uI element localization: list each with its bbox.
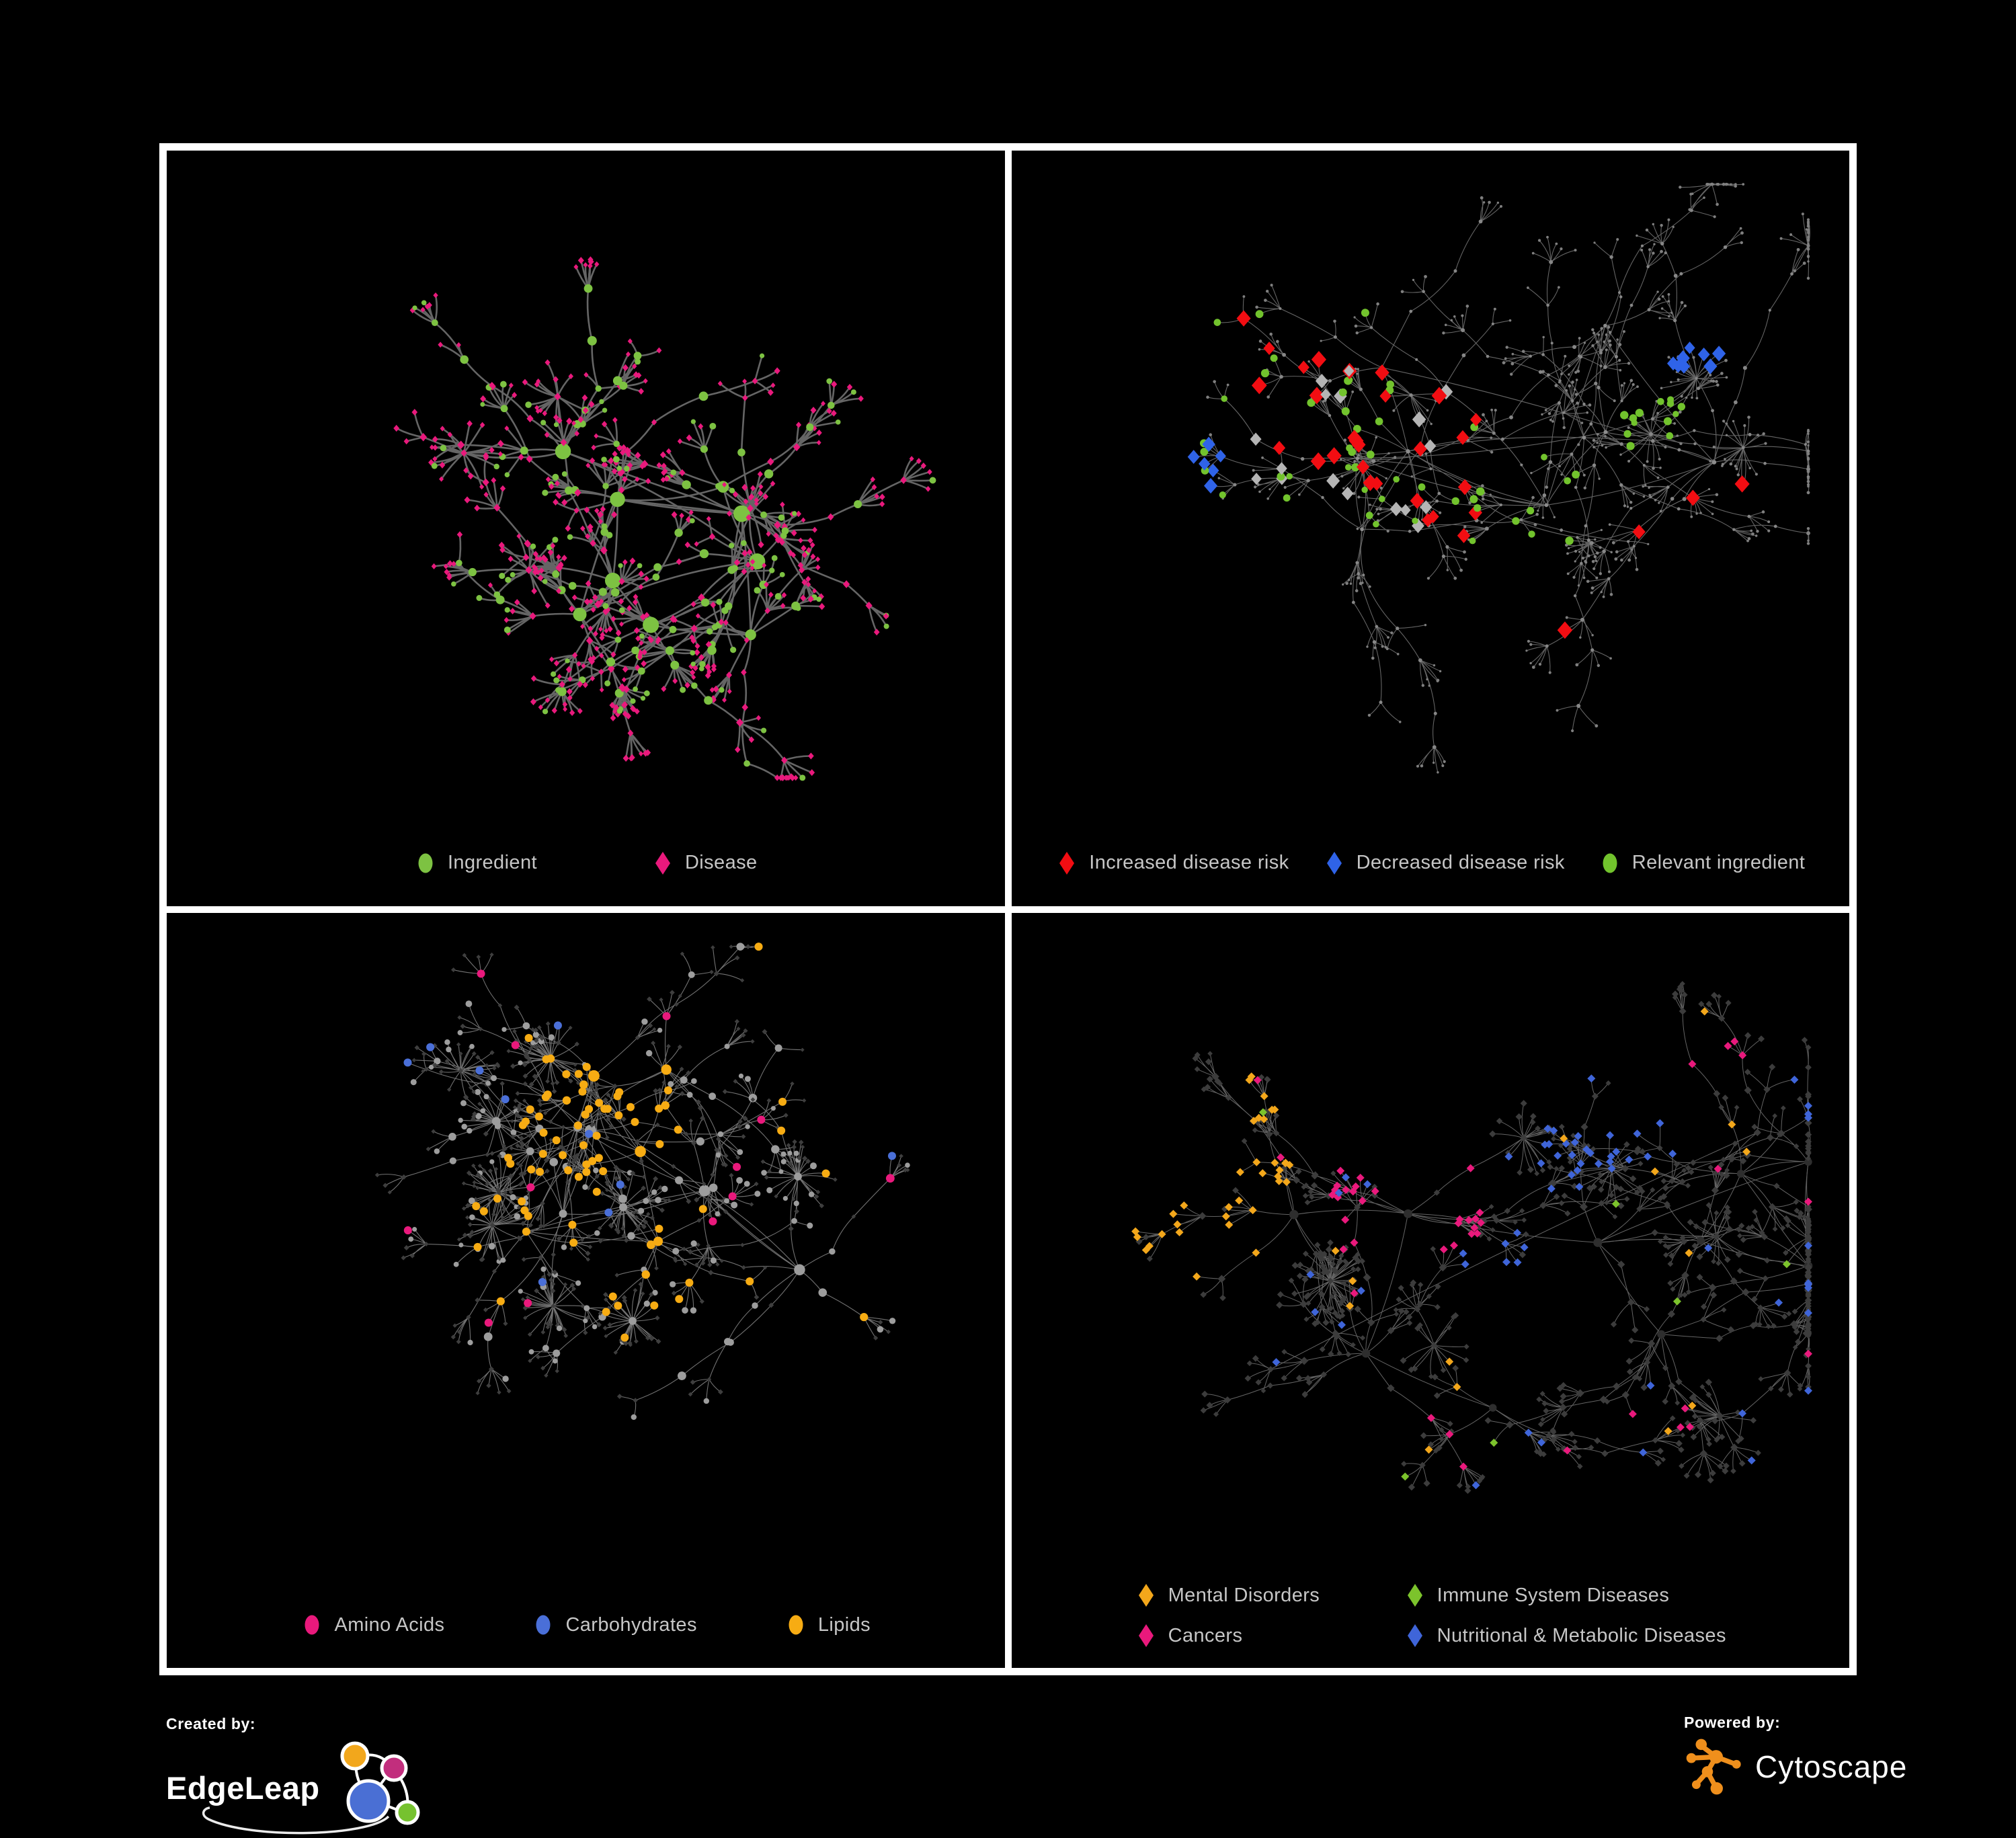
edgeleap-node-orange bbox=[340, 1741, 370, 1771]
panel-disease-risk: Increased disease risk Decreased disease … bbox=[1011, 151, 1850, 906]
cytoscape-wordmark: Cytoscape bbox=[1755, 1749, 1908, 1784]
legend-item-immune-system-diseases: Immune System Diseases bbox=[1404, 1581, 1726, 1610]
edgeleap-node-magenta bbox=[380, 1754, 408, 1782]
circle-legend-marker bbox=[536, 1615, 551, 1635]
panel-ingredient-disease: Ingredient Disease bbox=[167, 151, 1005, 906]
legend-label: Lipids bbox=[817, 1613, 871, 1636]
cytoscape-glyph-nodes bbox=[1686, 1739, 1741, 1795]
legend-item-cancers: Cancers bbox=[1135, 1621, 1404, 1650]
diamond-legend-marker bbox=[1138, 1584, 1154, 1607]
legend-item-lipids: Lipids bbox=[784, 1610, 871, 1640]
legend-item-amino-acids: Amino Acids bbox=[300, 1610, 444, 1640]
legend-item-relevant-ingredient: Relevant ingredient bbox=[1599, 848, 1805, 878]
panel-nutrient-classes: Amino Acids Carbohydrates Lipids bbox=[167, 912, 1005, 1668]
edgeleap-node-green bbox=[395, 1800, 420, 1825]
circle-legend-marker bbox=[1603, 853, 1617, 873]
network-graph-disease-categories bbox=[1131, 980, 1812, 1494]
legend-ingredient-disease: Ingredient Disease bbox=[167, 848, 1005, 878]
circle-legend-marker bbox=[305, 1615, 319, 1635]
legend-item-decreased-disease-risk: Decreased disease risk bbox=[1323, 848, 1565, 878]
legend-label: Mental Disorders bbox=[1168, 1584, 1320, 1606]
legend-label: Ingredient bbox=[447, 852, 537, 873]
legend-nutrient-classes: Amino Acids Carbohydrates Lipids bbox=[167, 1610, 1005, 1640]
network-graph-ingredient-disease bbox=[393, 256, 936, 782]
panel-disease-categories: Mental Disorders Immune System Diseases Ca… bbox=[1011, 912, 1850, 1668]
legend-disease-risk: Increased disease risk Decreased disease … bbox=[1012, 848, 1850, 878]
legend-label: Immune System Diseases bbox=[1437, 1584, 1670, 1606]
edgeleap-wordmark: EdgeLeap bbox=[166, 1769, 320, 1806]
legend-label: Disease bbox=[684, 852, 758, 873]
legend-item-ingredient: Ingredient bbox=[414, 848, 537, 878]
legend-item-nutritional-metabolic-diseases: Nutritional & Metabolic Diseases bbox=[1404, 1621, 1726, 1650]
cytoscape-logo-icon bbox=[1686, 1739, 1741, 1795]
panel-grid: Ingredient Disease Increased disease risk… bbox=[159, 143, 1857, 1675]
powered-by-label: Powered by: bbox=[1684, 1714, 1781, 1731]
circle-legend-marker bbox=[418, 853, 433, 873]
cytoscape-credit: Powered by: Cytoscape bbox=[1684, 1714, 1907, 1798]
diamond-legend-marker bbox=[1059, 851, 1075, 875]
diamond-legend-marker bbox=[1138, 1624, 1154, 1647]
legend-label: Decreased disease risk bbox=[1356, 852, 1565, 873]
legend-label: Carbohydrates bbox=[565, 1613, 697, 1636]
diamond-legend-marker bbox=[1407, 1624, 1422, 1647]
legend-label: Amino Acids bbox=[334, 1613, 445, 1636]
legend-item-increased-disease-risk: Increased disease risk bbox=[1055, 848, 1289, 878]
legend-item-disease: Disease bbox=[651, 848, 758, 878]
legend-label: Relevant ingredient bbox=[1631, 852, 1806, 873]
legend-item-mental-disorders: Mental Disorders bbox=[1135, 1581, 1404, 1610]
diamond-legend-marker bbox=[655, 851, 670, 875]
diamond-legend-marker bbox=[1326, 851, 1342, 875]
network-graph-disease-risk bbox=[1187, 182, 1810, 774]
circle-legend-marker bbox=[789, 1615, 803, 1635]
edgeleap-logo-icon bbox=[202, 1741, 420, 1835]
legend-disease-categories: Mental Disorders Immune System Diseases Ca… bbox=[1012, 1581, 1850, 1650]
edgeleap-node-blue bbox=[346, 1779, 391, 1823]
network-graph-nutrient-classes bbox=[374, 942, 910, 1420]
legend-label: Cancers bbox=[1168, 1624, 1243, 1646]
diamond-legend-marker bbox=[1407, 1584, 1422, 1607]
legend-label: Increased disease risk bbox=[1089, 852, 1289, 873]
created-by-label: Created by: bbox=[166, 1715, 256, 1732]
legend-item-carbohydrates: Carbohydrates bbox=[532, 1610, 696, 1640]
legend-label: Nutritional & Metabolic Diseases bbox=[1437, 1624, 1726, 1646]
